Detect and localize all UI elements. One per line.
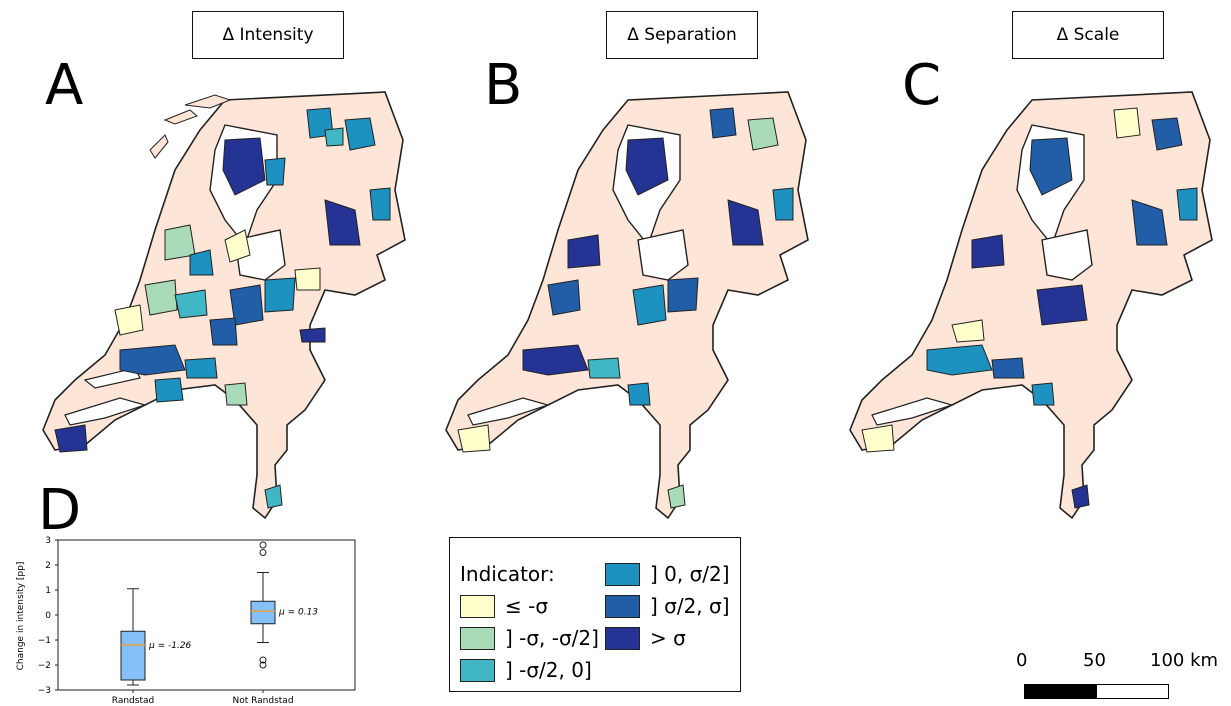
legend-swatch-5 bbox=[605, 594, 640, 618]
legend-item-5: ] σ/2, σ] bbox=[605, 594, 730, 618]
map-separation bbox=[445, 91, 809, 520]
legend: Indicator: ≤ -σ ] -σ, -σ/2] ] -σ/2, 0] ]… bbox=[449, 537, 741, 692]
legend-swatch-4 bbox=[605, 562, 640, 586]
municipalities bbox=[457, 107, 794, 509]
scale-bar: 0 50 100 km bbox=[1010, 650, 1225, 700]
scale-label-50: 50 bbox=[1083, 650, 1106, 671]
panel-letter-c: C bbox=[902, 53, 942, 118]
boxplot-box bbox=[250, 600, 276, 625]
scale-label-100: 100 km bbox=[1150, 650, 1219, 671]
map-intensity bbox=[42, 91, 406, 520]
legend-swatch-3 bbox=[460, 658, 495, 682]
boxplot-ytick-label: 0 bbox=[45, 611, 51, 621]
scale-bar-white bbox=[1096, 684, 1169, 699]
boxplot-mean-label: μ = -1.26 bbox=[148, 641, 192, 651]
boxplot-ytick-label: 3 bbox=[45, 536, 51, 546]
boxplot-box bbox=[120, 630, 146, 681]
boxplot-outlier bbox=[259, 661, 267, 669]
boxplot-ytick-label: 1 bbox=[45, 586, 51, 596]
scale-bar-black bbox=[1024, 684, 1097, 699]
panel-letter-d: D bbox=[38, 478, 82, 543]
scale-label-0: 0 bbox=[1016, 650, 1028, 671]
legend-swatch-6 bbox=[605, 626, 640, 650]
boxplot-outlier bbox=[259, 541, 267, 549]
legend-swatch-1 bbox=[460, 594, 495, 618]
boxplot-outlier bbox=[259, 549, 267, 556]
boxplot-xtick-label: Randstad bbox=[112, 696, 154, 706]
legend-item-4: ] 0, σ/2] bbox=[605, 562, 730, 586]
boxplot-ylabel: Change in intensity [pp] bbox=[16, 562, 26, 671]
boxplot-mean-label: μ = 0.13 bbox=[278, 607, 318, 617]
panel-letter-a: A bbox=[45, 53, 84, 118]
boxplot-outlier bbox=[259, 656, 267, 664]
legend-item-3: ] -σ/2, 0] bbox=[460, 658, 592, 682]
map-scale bbox=[849, 91, 1213, 520]
boxplot-xtick-label: Not Randstad bbox=[232, 696, 293, 706]
municipalities bbox=[54, 107, 391, 509]
legend-item-1: ≤ -σ bbox=[460, 594, 548, 618]
panel-letter-b: B bbox=[484, 53, 523, 118]
legend-item-6: > σ bbox=[605, 626, 686, 650]
panel-b-title: Δ Separation bbox=[606, 11, 758, 59]
boxplot-d: Change in intensity [pp] 3 2 1 0 −1 −2 −3 μ = … bbox=[16, 536, 356, 706]
legend-title: Indicator: bbox=[460, 562, 555, 586]
boxplot-ytick-label: 2 bbox=[45, 561, 51, 571]
legend-item-2: ] -σ, -σ/2] bbox=[460, 626, 599, 650]
boxplot-ytick-label: −2 bbox=[38, 661, 51, 671]
legend-swatch-2 bbox=[460, 626, 495, 650]
panel-a-title: Δ Intensity bbox=[192, 11, 344, 59]
boxplot-ytick-label: −1 bbox=[38, 636, 51, 646]
panel-c-title: Δ Scale bbox=[1012, 11, 1164, 59]
boxplot-ytick-label: −3 bbox=[38, 686, 51, 696]
municipalities bbox=[861, 107, 1198, 509]
